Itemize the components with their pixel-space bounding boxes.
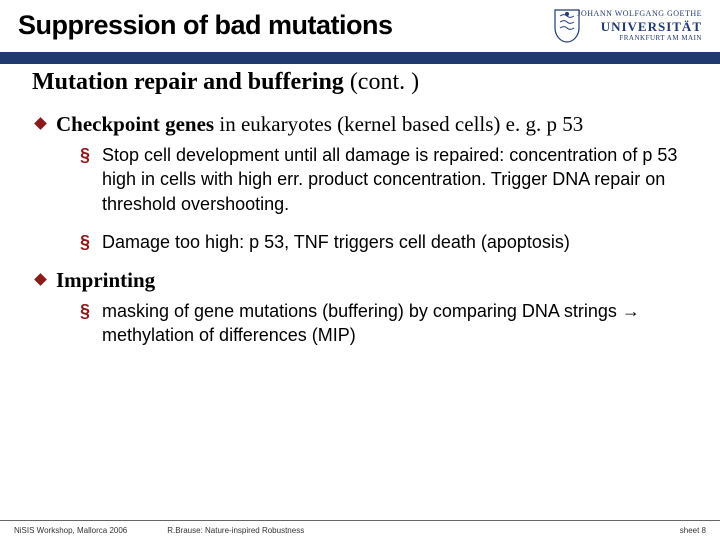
footer: NiSIS Workshop, Mallorca 2006 R.Brause: … bbox=[0, 520, 720, 540]
logo-line3: FRANKFURT AM MAIN bbox=[577, 35, 702, 42]
title-bar: Suppression of bad mutations JOHANN WOLF… bbox=[0, 0, 720, 47]
square-bullet-icon: § bbox=[80, 230, 90, 254]
bullet-text: Checkpoint genes in eukaryotes (kernel b… bbox=[56, 112, 688, 137]
sub-text: Stop cell development until all damage i… bbox=[102, 145, 677, 214]
slide: Suppression of bad mutations JOHANN WOLF… bbox=[0, 0, 720, 540]
sub-list: § masking of gene mutations (buffering) … bbox=[80, 299, 688, 348]
footer-mid: R.Brause: Nature-inspired Robustness bbox=[167, 526, 304, 535]
sub-text: masking of gene mutations (buffering) by… bbox=[102, 301, 640, 345]
content-area: Mutation repair and buffering (cont. ) C… bbox=[0, 47, 720, 348]
sub-text: Damage too high: p 53, TNF triggers cell… bbox=[102, 232, 570, 252]
crest-icon bbox=[552, 8, 582, 44]
bullet-item: Imprinting bbox=[32, 268, 688, 293]
bullet-text: Imprinting bbox=[56, 268, 688, 293]
logo-line1: JOHANN WOLFGANG GOETHE bbox=[577, 10, 702, 18]
university-logo: JOHANN WOLFGANG GOETHE UNIVERSITÄT FRANK… bbox=[577, 10, 702, 42]
subtitle-bold: Mutation repair and buffering bbox=[32, 69, 344, 95]
bullet-bold: Checkpoint genes bbox=[56, 112, 214, 136]
footer-right: sheet 8 bbox=[680, 526, 706, 535]
logo-line2: UNIVERSITÄT bbox=[577, 20, 702, 33]
subtitle-rest: (cont. ) bbox=[344, 69, 419, 95]
title-underline bbox=[0, 52, 720, 64]
sub-item: § Damage too high: p 53, TNF triggers ce… bbox=[80, 230, 688, 254]
bullet-bold: Imprinting bbox=[56, 268, 155, 292]
sub-item: § masking of gene mutations (buffering) … bbox=[80, 299, 688, 348]
sub-item: § Stop cell development until all damage… bbox=[80, 143, 688, 216]
diamond-icon bbox=[34, 273, 47, 286]
bullet-rest: in eukaryotes (kernel based cells) e. g.… bbox=[214, 112, 583, 136]
diamond-icon bbox=[34, 117, 47, 130]
square-bullet-icon: § bbox=[80, 143, 90, 167]
footer-left: NiSIS Workshop, Mallorca 2006 bbox=[14, 526, 127, 535]
square-bullet-icon: § bbox=[80, 299, 90, 323]
bullet-item: Checkpoint genes in eukaryotes (kernel b… bbox=[32, 112, 688, 137]
subtitle: Mutation repair and buffering (cont. ) bbox=[32, 69, 688, 96]
sub-list: § Stop cell development until all damage… bbox=[80, 143, 688, 254]
